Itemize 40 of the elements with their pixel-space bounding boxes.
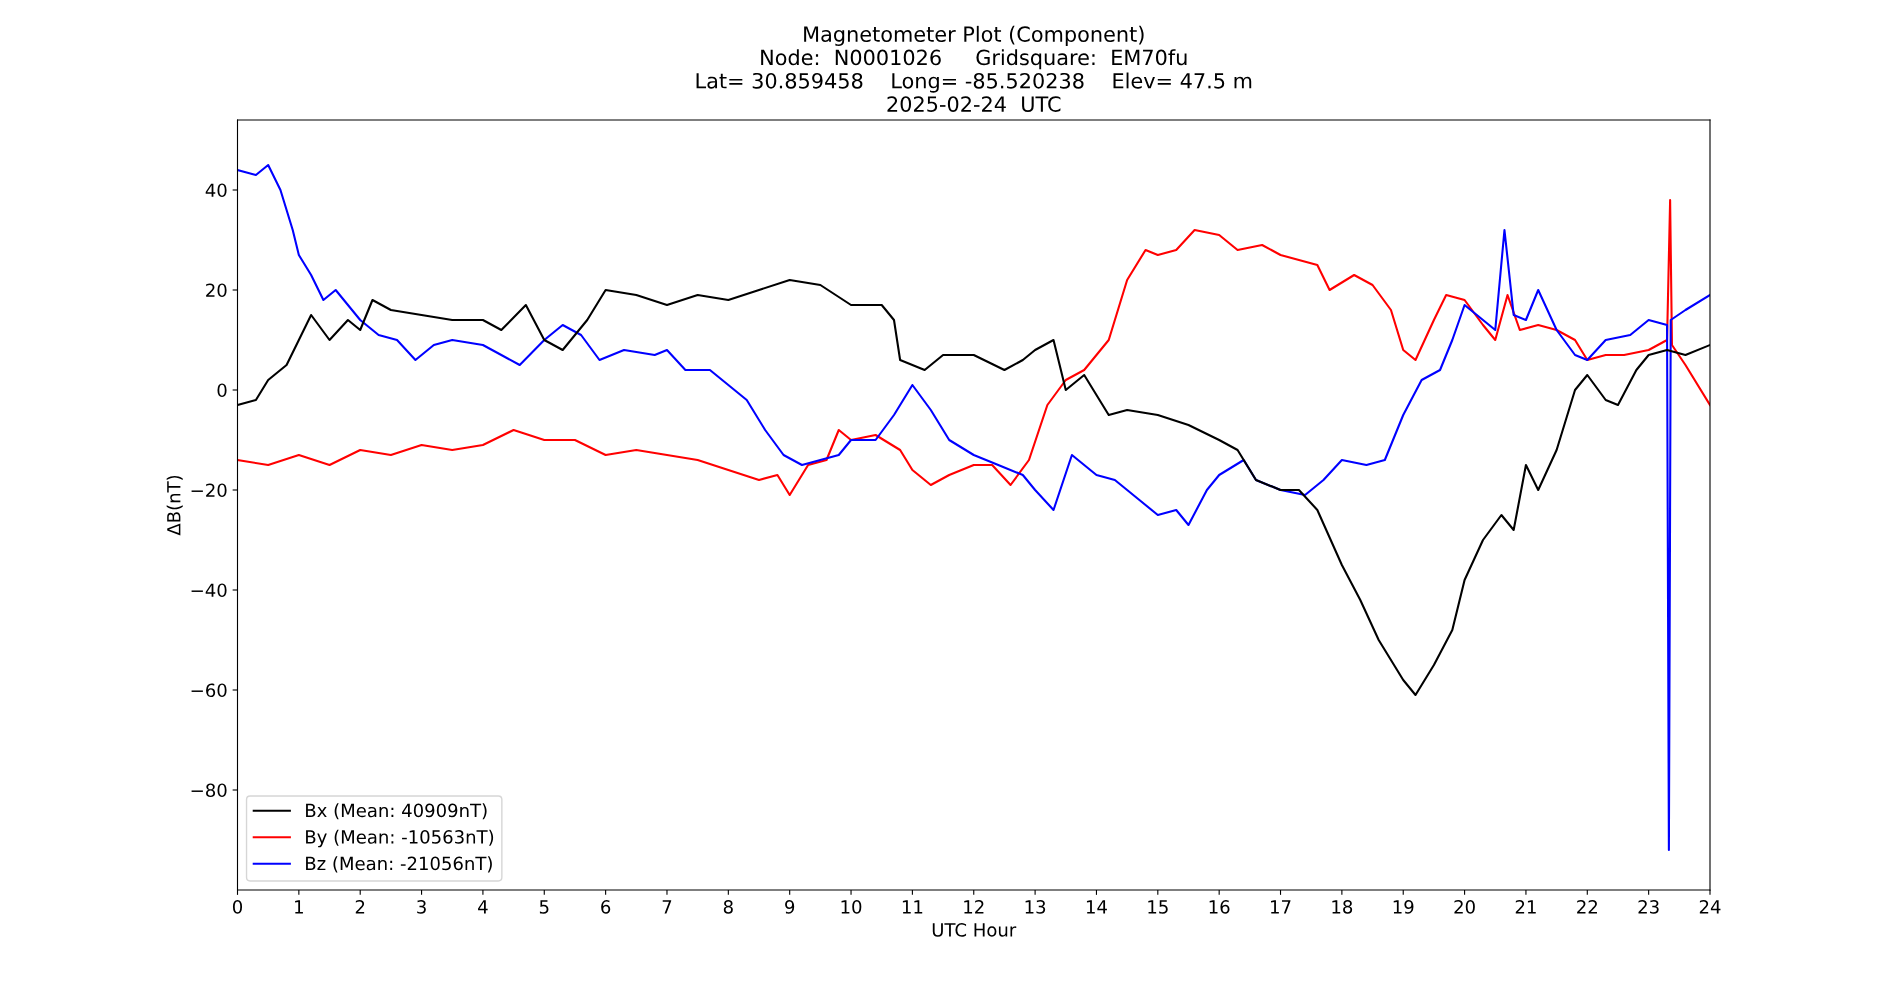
y-tick-label: 0: [217, 383, 227, 398]
x-tick-label: 18: [1332, 900, 1353, 914]
x-tick-label: 24: [1699, 900, 1721, 914]
x-tick-label: 20: [1454, 900, 1475, 914]
y-tick-label: 20: [206, 283, 227, 298]
x-tick-label: 7: [662, 900, 672, 914]
x-tick-label: 23: [1638, 900, 1659, 914]
y-tick-label: −60: [191, 683, 227, 698]
x-tick-label: 13: [1025, 900, 1046, 914]
x-tick-label: 6: [601, 900, 611, 914]
x-tick-label: 12: [964, 900, 984, 914]
x-tick-label: 5: [539, 900, 549, 914]
x-tick-label: 11: [902, 900, 923, 914]
y-tick-label: −80: [191, 783, 227, 798]
line-series: [237, 198, 1710, 497]
x-tick-label: 19: [1393, 900, 1414, 914]
x-tick-label: 10: [841, 900, 862, 914]
x-tick-label: 8: [723, 900, 733, 914]
x-tick-label: 15: [1148, 900, 1168, 914]
chart-title: Magnetometer Plot (Component) Node: N0001026 Gridsquare: EM70fu Lat= 30.859458 Long= -85.520238 Elev= 47.5 m 2025-02-24 UTC: [696, 25, 1252, 112]
x-tick-label: 14: [1086, 900, 1107, 914]
y-tick-label: 40: [205, 183, 227, 198]
legend-label: Bx (Mean: 40909nT): [306, 803, 487, 820]
x-tick-label: 2: [355, 900, 365, 914]
x-tick-label: 9: [785, 900, 795, 914]
x-tick-label: 17: [1271, 900, 1291, 914]
x-tick-label: 21: [1515, 900, 1536, 914]
x-tick-label: 0: [232, 900, 243, 914]
legend-label: By (Mean: -10563nT): [306, 829, 494, 848]
legend-label: Bz (Mean: -21056nT): [306, 856, 492, 873]
x-tick-label: 22: [1577, 900, 1597, 914]
x-axis-title: UTC Hour: [932, 923, 1017, 937]
x-tick-label: 16: [1209, 900, 1230, 914]
x-tick-label: 1: [295, 900, 303, 914]
line-series: [237, 163, 1710, 852]
y-tick-label: −40: [191, 583, 227, 598]
y-tick-label: −20: [191, 483, 227, 498]
x-tick-label: 4: [478, 900, 488, 914]
x-tick-label: 3: [417, 900, 426, 914]
y-axis-title: ΔB(nT): [166, 475, 183, 536]
